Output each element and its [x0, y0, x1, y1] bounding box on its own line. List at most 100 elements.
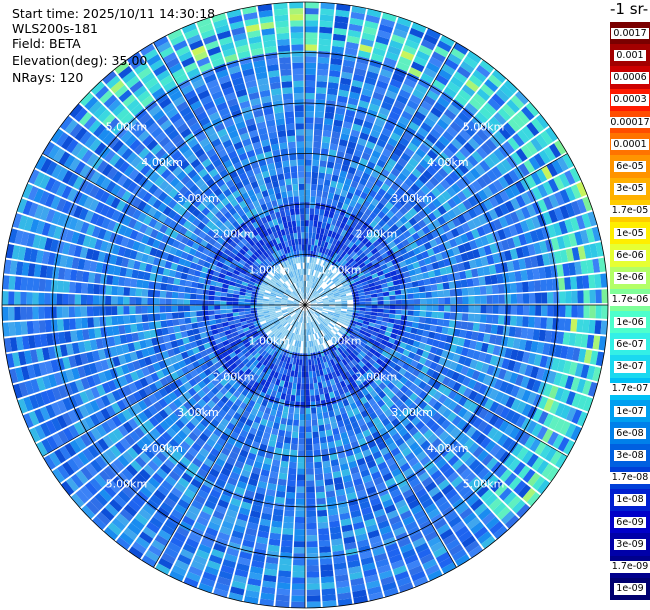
ray — [306, 310, 384, 601]
colorbar-tick-label: 3e-08 — [614, 449, 646, 462]
colorbar-segment: 3e-07 — [610, 355, 650, 379]
range-ring-label: 1.00km — [320, 335, 362, 348]
ray — [311, 289, 608, 305]
range-ring-label: 2.00km — [356, 228, 398, 241]
colorbar-tick-label: 6e-07 — [614, 338, 646, 351]
colorbar-segment: 1.7e-08 — [609, 466, 650, 490]
colorbar-tick-label: 6e-06 — [614, 249, 646, 262]
ray — [309, 102, 540, 302]
ray — [309, 308, 541, 507]
ray — [81, 309, 301, 520]
ray — [50, 128, 301, 302]
azimuth-line — [42, 153, 306, 306]
ray — [306, 310, 399, 598]
ray — [310, 153, 575, 303]
range-ring-label: 4.00km — [141, 156, 183, 169]
ray — [2, 291, 299, 305]
ray — [307, 310, 443, 582]
ray — [309, 309, 531, 518]
range-ring-label: 5.00km — [106, 478, 148, 491]
colorbar-segment: 0.0017 — [610, 22, 650, 45]
azimuth-line — [304, 304, 457, 568]
colorbar-tick-label: 1.7e-05 — [609, 205, 650, 217]
colorbar-segment: 6e-07 — [610, 333, 650, 356]
ray — [309, 309, 520, 529]
colorbar-segment: 3e-05 — [610, 177, 650, 201]
ray — [169, 310, 303, 582]
ray — [308, 309, 508, 540]
ray — [308, 69, 507, 301]
ray — [2, 305, 299, 337]
range-ring-label: 3.00km — [391, 406, 433, 419]
ray — [311, 305, 608, 319]
ray — [3, 259, 300, 305]
ray — [305, 5, 367, 300]
colorbar-tick-label: 0.0001 — [611, 138, 649, 151]
ray — [70, 308, 301, 508]
ray-sectors — [2, 2, 608, 608]
ray — [2, 305, 299, 321]
ray — [311, 273, 608, 305]
azimuth-line — [42, 304, 306, 457]
ray — [310, 196, 593, 304]
colorbar-tick-label: 0.0006 — [611, 72, 649, 84]
ray — [308, 309, 496, 550]
range-ring-label: 2.00km — [356, 370, 398, 383]
ray — [291, 311, 305, 608]
ray — [310, 306, 602, 382]
ray — [310, 308, 568, 469]
ray — [128, 309, 302, 560]
ray — [2, 275, 299, 305]
ray — [310, 307, 575, 455]
ray — [309, 90, 529, 301]
ray — [308, 310, 471, 567]
ray — [228, 310, 304, 602]
ray — [309, 126, 559, 302]
range-ring-label: 5.00km — [463, 478, 505, 491]
colorbar-segment: 6e-08 — [610, 422, 650, 445]
ray — [3, 305, 300, 353]
ray — [102, 70, 302, 301]
colorbar-segment: 6e-09 — [610, 511, 650, 534]
ray — [69, 103, 301, 302]
colorbar-segment: 1.7e-05 — [609, 199, 650, 223]
ray — [308, 50, 482, 301]
colorbar-tick-label: 6e-05 — [614, 160, 646, 173]
range-ring-label: 4.00km — [427, 156, 469, 169]
ray — [198, 310, 304, 594]
ray — [305, 310, 353, 607]
ray — [310, 307, 582, 441]
colorbar-tick-label: 1e-09 — [614, 583, 646, 595]
ray — [309, 79, 518, 301]
nrays-text: NRays: 120 — [12, 70, 84, 85]
colorbar-tick-label: 0.001 — [614, 49, 646, 62]
ray — [307, 22, 427, 300]
ray — [51, 308, 301, 484]
colorbar-segment: 6e-06 — [610, 244, 650, 268]
ray — [22, 307, 300, 429]
ray — [310, 305, 607, 351]
colorbar: 0.0017 0.001 0.0006 0.0003 0.00017 0.0001 6e-0… — [608, 22, 650, 601]
ray — [226, 9, 304, 300]
ray — [22, 183, 300, 303]
range-ring-label: 5.00km — [106, 120, 148, 133]
azimuth-gridlines — [2, 2, 608, 608]
colorbar-tick-label: 6e-09 — [614, 516, 646, 529]
colorbar-tick-label: 3e-09 — [614, 538, 646, 551]
ray — [310, 181, 588, 303]
range-ring-label: 2.00km — [213, 370, 255, 383]
ray — [183, 310, 303, 588]
ray — [115, 309, 302, 551]
colorbar-segment: 1e-09 — [610, 577, 650, 601]
ray — [305, 2, 319, 299]
ray — [310, 167, 582, 303]
ray — [257, 3, 305, 300]
ray — [307, 35, 455, 300]
ray — [35, 155, 300, 303]
ray — [243, 310, 305, 605]
colorbar-segment: 1.7e-07 — [609, 377, 650, 401]
ray — [8, 228, 300, 304]
ray — [211, 12, 304, 300]
colorbar-segment: 0.001 — [610, 44, 650, 67]
ray — [309, 308, 560, 482]
